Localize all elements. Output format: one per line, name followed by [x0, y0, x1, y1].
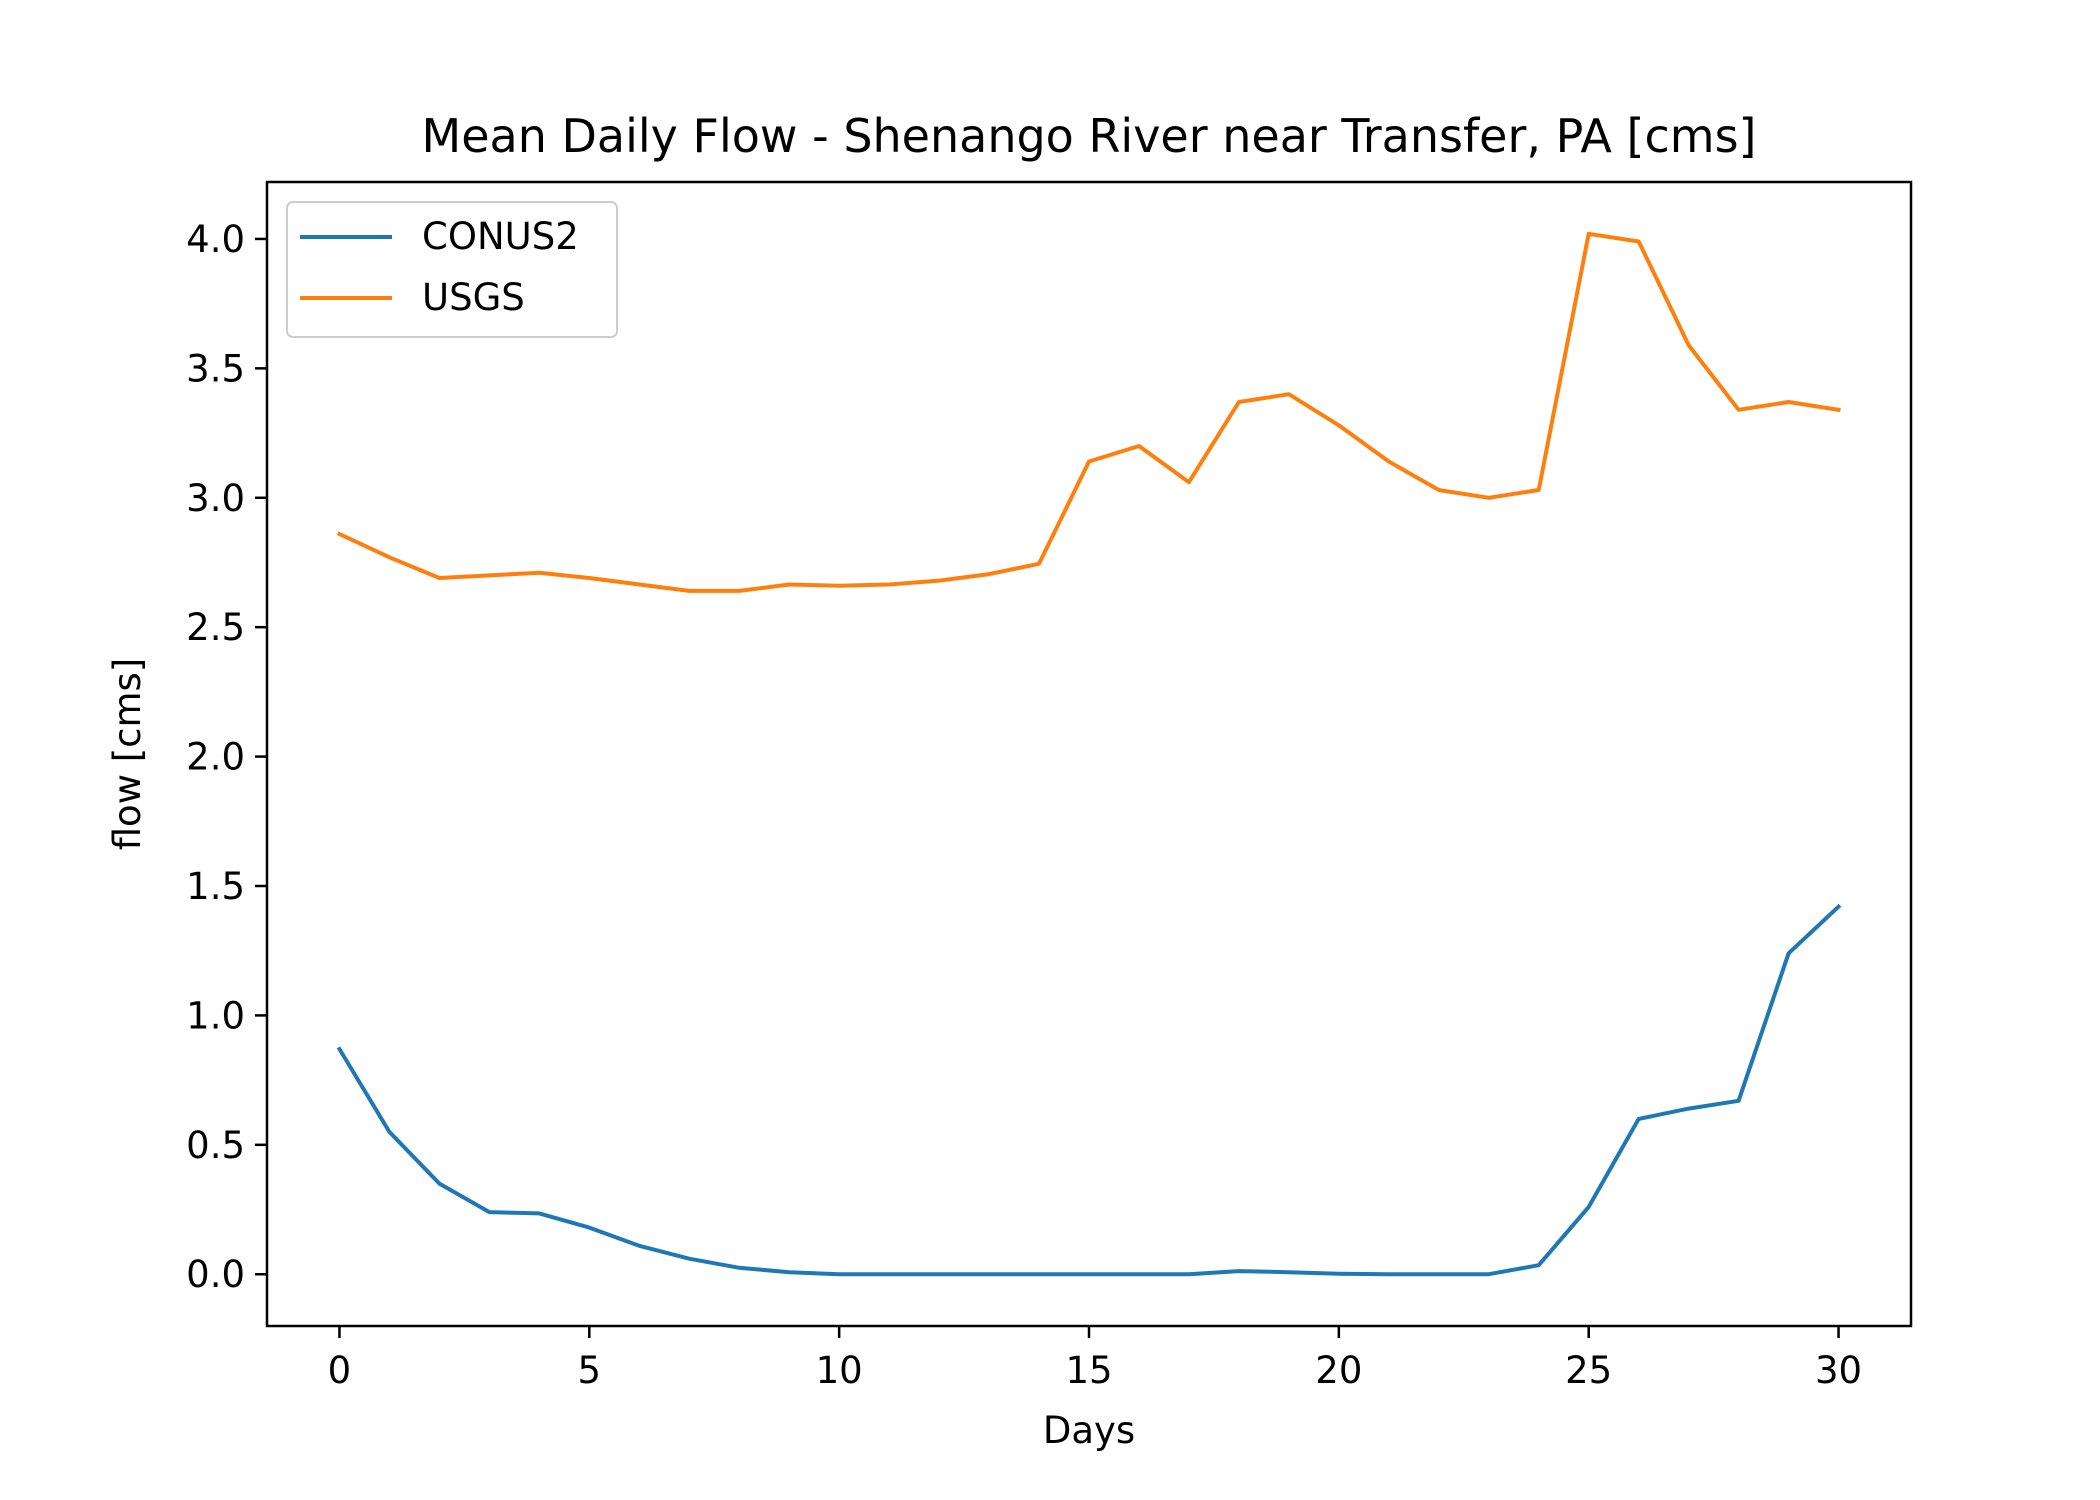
- x-tick-label: 0: [328, 1349, 352, 1392]
- y-tick-label: 2.5: [186, 606, 245, 649]
- x-tick-label: 20: [1315, 1349, 1362, 1392]
- plot-frame: [265, 180, 1913, 1328]
- y-tick-label: 0.5: [186, 1124, 245, 1167]
- x-tick-label: 25: [1565, 1349, 1612, 1392]
- chart-title: Mean Daily Flow - Shenango River near Tr…: [422, 109, 1757, 163]
- x-axis: 0 5 10 15 20 25 30: [328, 1326, 1862, 1392]
- y-axis-label: flow [cms]: [106, 658, 149, 851]
- legend-label-conus2: CONUS2: [422, 215, 579, 258]
- y-tick-label: 0.0: [186, 1253, 245, 1296]
- x-tick-label: 10: [816, 1349, 863, 1392]
- y-axis: 0.0 0.5 1.0 1.5 2.0 2.5 3.0 3.5 4.0: [186, 218, 267, 1296]
- y-tick-label: 1.5: [186, 865, 245, 908]
- x-tick-label: 5: [578, 1349, 602, 1392]
- x-tick-label: 30: [1815, 1349, 1862, 1392]
- x-axis-label: Days: [1043, 1409, 1135, 1452]
- series-line-conus2: [336, 903, 1842, 1277]
- y-tick-label: 2.0: [186, 736, 245, 779]
- y-tick-label: 3.0: [186, 477, 245, 520]
- y-tick-label: 3.5: [186, 347, 245, 390]
- series-line-usgs: [336, 231, 1841, 593]
- y-tick-label: 4.0: [186, 218, 245, 261]
- legend-label-usgs: USGS: [422, 276, 525, 319]
- series-layer: [336, 231, 1842, 1277]
- x-tick-label: 15: [1065, 1349, 1112, 1392]
- y-tick-label: 1.0: [186, 994, 245, 1037]
- legend: CONUS2 USGS: [286, 201, 618, 338]
